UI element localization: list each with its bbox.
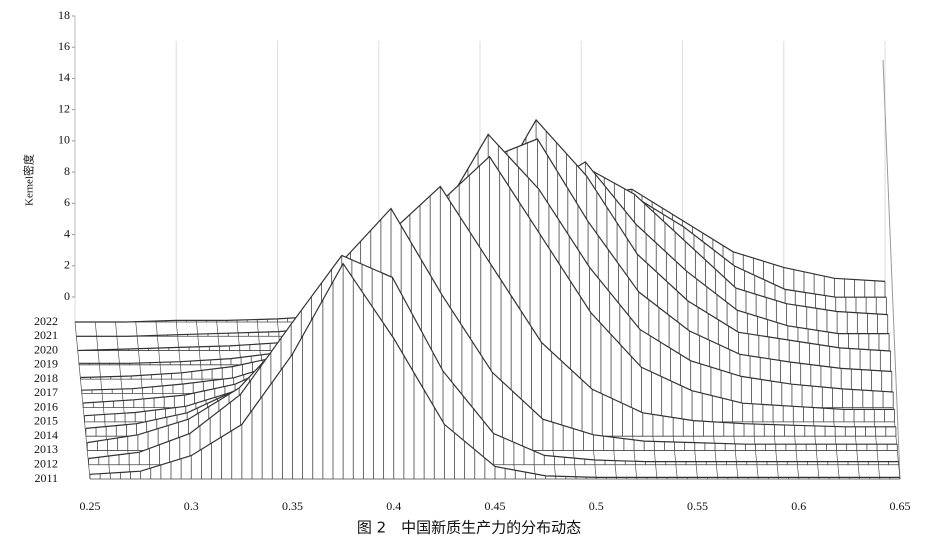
density-curve	[83, 133, 894, 404]
z-tick-label: 0	[64, 289, 70, 303]
x-tick-label: 0.5	[589, 499, 604, 513]
density-curve	[88, 254, 899, 463]
z-tick-label: 12	[58, 101, 70, 115]
density-curve	[89, 262, 900, 478]
z-tick-label: 14	[58, 70, 70, 84]
year-label: 2013	[34, 442, 58, 456]
year-label: 2019	[34, 357, 58, 371]
z-tick-label: 16	[58, 39, 70, 53]
year-label: 2015	[34, 414, 58, 428]
z-tick-label: 18	[58, 8, 70, 22]
z-tick-label: 10	[58, 133, 70, 147]
floor-grid	[94, 321, 111, 480]
x-tick-label: 0.6	[791, 499, 806, 513]
z-tick-label: 2	[64, 258, 70, 272]
right-edge	[882, 59, 901, 480]
z-axis-label: Kernel密度	[22, 154, 36, 206]
year-label: 2020	[34, 342, 58, 356]
density-curve	[85, 185, 896, 429]
x-tick-label: 0.3	[184, 499, 199, 513]
z-tick-label: 8	[64, 164, 70, 178]
year-label: 2016	[34, 399, 58, 413]
year-label: 2018	[34, 371, 58, 385]
density-curve	[87, 207, 898, 445]
density-curve	[84, 155, 895, 417]
year-label: 2021	[34, 328, 58, 342]
floor-grid	[74, 321, 91, 480]
year-label: 2022	[34, 314, 58, 328]
year-label: 2014	[34, 428, 58, 442]
x-tick-label: 0.4	[386, 499, 401, 513]
x-tick-label: 0.65	[890, 499, 911, 513]
x-tick-label: 0.45	[485, 499, 506, 513]
z-tick-label: 4	[64, 226, 70, 240]
z-tick-label: 6	[64, 195, 70, 209]
x-tick-label: 0.25	[80, 499, 101, 513]
year-label: 2017	[34, 385, 58, 399]
chart-title: 图 2 中国新质生产力的分布动态	[357, 519, 581, 537]
x-tick-label: 0.55	[687, 499, 708, 513]
year-label: 2012	[34, 456, 58, 470]
x-tick-label: 0.35	[282, 499, 303, 513]
year-label: 2011	[34, 471, 58, 485]
